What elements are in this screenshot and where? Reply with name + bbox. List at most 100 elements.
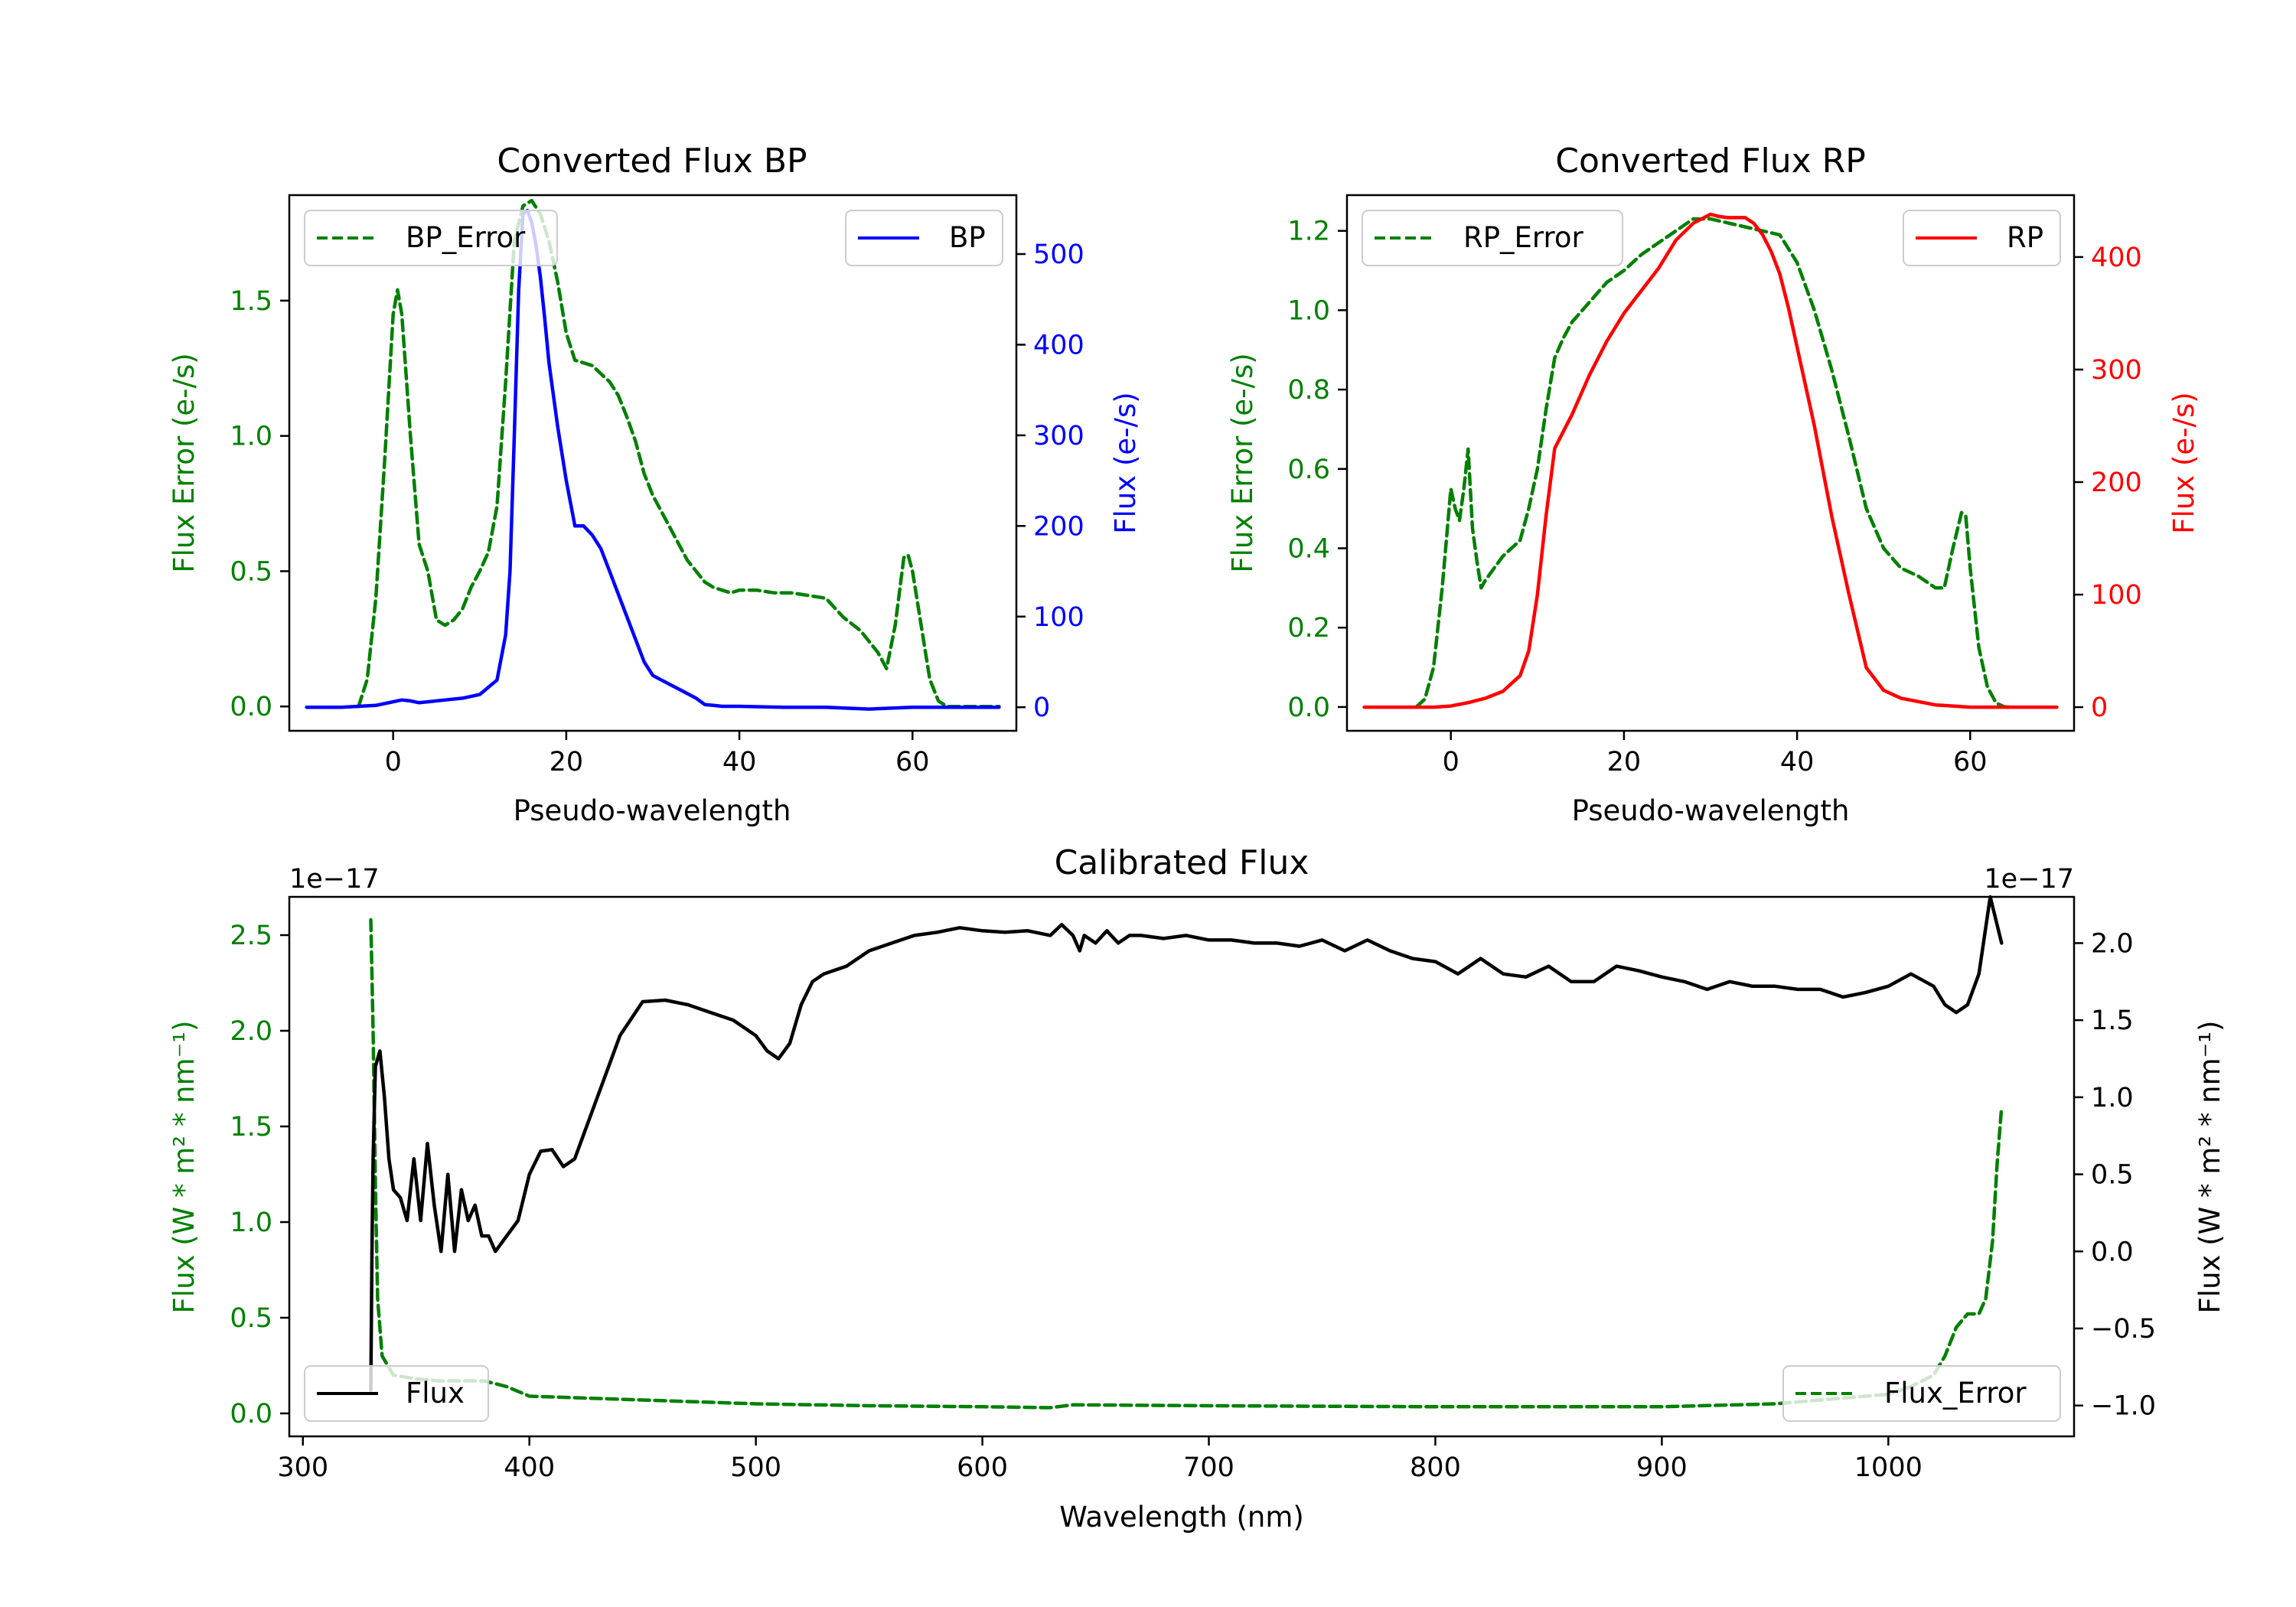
cal-xtick-label: 400 xyxy=(504,1452,555,1483)
rp-right-tick-label: 100 xyxy=(2091,580,2142,611)
bp-plot-area xyxy=(305,198,1001,711)
cal-xtick-label: 300 xyxy=(277,1452,328,1483)
cal-xtick-label: 1000 xyxy=(1854,1452,1923,1483)
calibrated-xlabel: Wavelength (nm) xyxy=(1059,1501,1304,1534)
cal-right-tick-label: 0.0 xyxy=(2091,1237,2134,1267)
calibrated-offset-right: 1e−17 xyxy=(1984,864,2074,895)
rp-axes-frame xyxy=(1345,194,2076,732)
rp-xticks: 0 20 40 60 xyxy=(1443,731,1988,777)
rp-xtick-label: 20 xyxy=(1607,747,1642,777)
calibrated-legend-flux-label: Flux xyxy=(406,1377,465,1410)
rp-ylabel-left: Flux Error (e-/s) xyxy=(1226,353,1259,572)
bp-right-tick-label: 100 xyxy=(1033,602,1084,633)
bp-legend-flux: BP xyxy=(845,210,1003,266)
rp-title: Converted Flux RP xyxy=(1555,142,1866,181)
rp-legend-error-box xyxy=(1362,210,1623,266)
rp-left-tick-label: 0.8 xyxy=(1287,375,1330,406)
bp-ylabel-left: Flux Error (e-/s) xyxy=(168,353,201,572)
bp-xlabel: Pseudo-wavelength xyxy=(514,794,791,827)
cal-xtick-label: 800 xyxy=(1410,1452,1461,1483)
bp-xtick-label: 40 xyxy=(722,747,757,777)
rp-left-ticks: 0.0 0.2 0.4 0.6 0.8 1.0 1.2 xyxy=(1287,217,1347,723)
bp-left-tick-label: 1.5 xyxy=(230,286,272,317)
bp-legend-error-label: BP_Error xyxy=(406,221,526,254)
calibrated-left-ticks: 0.0 0.5 1.0 1.5 2.0 2.5 xyxy=(230,921,289,1429)
rp-right-tick-label: 300 xyxy=(2091,355,2142,386)
calibrated-legend-flux-box xyxy=(304,1365,489,1422)
rp-legend-error-label: RP_Error xyxy=(1463,221,1583,254)
bp-left-tick-label: 0.5 xyxy=(230,556,272,587)
bp-legend-flux-label: BP xyxy=(949,221,986,254)
rp-ylabel-right: Flux (e-/s) xyxy=(2167,392,2200,533)
calibrated-legend-flux: Flux xyxy=(304,1365,489,1422)
bp-right-tick-label: 300 xyxy=(1033,421,1084,451)
rp-right-tick-label: 200 xyxy=(2091,468,2142,498)
cal-right-tick-label: 1.5 xyxy=(2091,1006,2134,1036)
cal-left-tick-label: 0.0 xyxy=(230,1399,272,1429)
cal-right-tick-label: 2.0 xyxy=(2091,928,2134,959)
bp-xtick-label: 20 xyxy=(550,747,584,777)
bp-left-tick-label: 0.0 xyxy=(230,692,272,722)
cal-right-tick-label: −0.5 xyxy=(2091,1314,2156,1345)
cal-xtick-label: 900 xyxy=(1636,1452,1688,1483)
rp-xlabel: Pseudo-wavelength xyxy=(1572,794,1850,827)
cal-left-tick-label: 0.5 xyxy=(230,1303,272,1334)
bp-right-tick-label: 500 xyxy=(1033,240,1084,270)
bp-series-bp-error xyxy=(357,198,1001,709)
rp-right-ticks: 0 100 200 300 400 xyxy=(2074,243,2142,723)
bp-series-bp xyxy=(305,208,1001,711)
rp-xtick-label: 0 xyxy=(1443,747,1459,777)
bp-right-tick-label: 400 xyxy=(1033,330,1084,360)
bp-xticks: 0 20 40 60 xyxy=(385,731,930,777)
rp-legend-flux: RP xyxy=(1903,210,2061,266)
rp-plot-area xyxy=(1362,212,2059,709)
cal-right-tick-label: 0.5 xyxy=(2091,1160,2134,1191)
bp-ylabel-right: Flux (e-/s) xyxy=(1109,392,1142,533)
cal-right-tick-label: 1.0 xyxy=(2091,1083,2134,1113)
cal-right-tick-label: −1.0 xyxy=(2091,1391,2156,1422)
rp-subplot: Converted Flux RP Pseudo-wavelength Flux… xyxy=(1226,142,2200,827)
calibrated-axes-frame xyxy=(288,895,2076,1438)
calibrated-xticks: 300 400 500 600 700 800 900 1000 xyxy=(277,1436,1923,1483)
bp-xtick-label: 60 xyxy=(895,747,930,777)
rp-xtick-label: 40 xyxy=(1780,747,1815,777)
rp-legend-error: RP_Error xyxy=(1362,210,1623,266)
rp-right-tick-label: 0 xyxy=(2091,693,2108,723)
rp-xtick-label: 60 xyxy=(1953,747,1988,777)
rp-right-tick-label: 400 xyxy=(2091,243,2142,273)
calibrated-legend-error: Flux_Error xyxy=(1782,1365,2061,1422)
cal-left-tick-label: 2.0 xyxy=(230,1016,272,1047)
calibrated-offset-left: 1e−17 xyxy=(289,864,380,895)
rp-left-tick-label: 0.4 xyxy=(1287,533,1330,564)
calibrated-legend-error-label: Flux_Error xyxy=(1884,1377,2027,1410)
calibrated-ylabel-right: Flux (W * m² * nm⁻¹) xyxy=(2193,1021,2226,1314)
rp-legend-flux-label: RP xyxy=(2007,221,2043,254)
calibrated-right-ticks: −1.0 −0.5 0.0 0.5 1.0 1.5 2.0 xyxy=(2074,928,2156,1422)
bp-subplot: Converted Flux BP Pseudo-wavelength Flux… xyxy=(168,142,1142,827)
bp-left-ticks: 0.0 0.5 1.0 1.5 xyxy=(230,286,289,722)
bp-axes-frame xyxy=(288,194,1018,732)
cal-series-flux xyxy=(369,895,2004,1392)
cal-xtick-label: 700 xyxy=(1183,1452,1234,1483)
rp-legend-flux-box xyxy=(1903,210,2061,266)
cal-left-tick-label: 1.0 xyxy=(230,1208,272,1238)
calibrated-subplot: Calibrated Flux 1e−17 1e−17 Wavelength (… xyxy=(168,843,2226,1534)
bp-legend-flux-box xyxy=(845,210,1003,266)
bp-title: Converted Flux BP xyxy=(497,142,807,181)
cal-left-tick-label: 1.5 xyxy=(230,1112,272,1143)
bp-right-ticks: 0 100 200 300 400 500 xyxy=(1016,240,1084,723)
rp-left-tick-label: 1.0 xyxy=(1287,295,1330,326)
calibrated-ylabel-left: Flux (W * m² * nm⁻¹) xyxy=(168,1021,201,1314)
cal-xtick-label: 600 xyxy=(957,1452,1008,1483)
rp-series-rp xyxy=(1362,212,2059,709)
cal-xtick-label: 500 xyxy=(730,1452,781,1483)
rp-left-tick-label: 0.0 xyxy=(1287,693,1330,723)
calibrated-title: Calibrated Flux xyxy=(1055,843,1309,882)
rp-left-tick-label: 1.2 xyxy=(1287,217,1330,247)
bp-legend-error-box xyxy=(304,210,558,266)
calibrated-legend-error-box xyxy=(1782,1365,2061,1422)
bp-left-tick-label: 1.0 xyxy=(230,422,272,452)
bp-right-tick-label: 0 xyxy=(1033,693,1050,723)
bp-right-tick-label: 200 xyxy=(1033,511,1084,542)
